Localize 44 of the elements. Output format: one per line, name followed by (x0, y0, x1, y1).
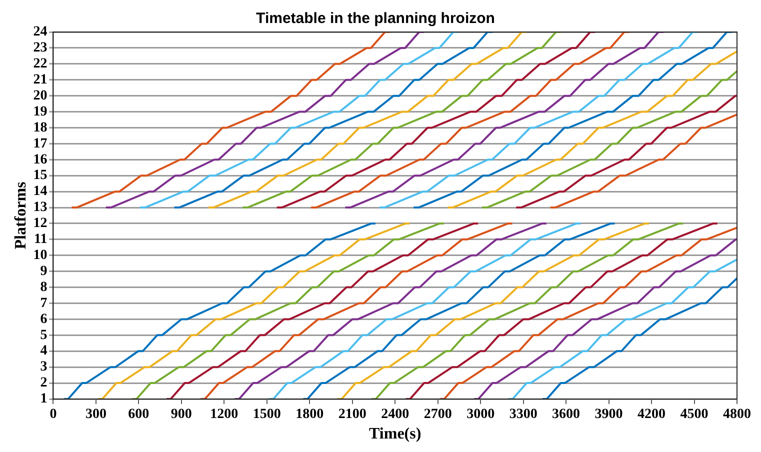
y-tick-label: 24 (33, 24, 48, 40)
x-tick-label: 3900 (594, 407, 623, 422)
y-tick-label: 9 (40, 264, 48, 279)
y-tick-label: 16 (33, 152, 48, 168)
y-tick-label: 12 (33, 216, 48, 232)
x-tick-label: 4800 (723, 407, 751, 422)
x-tick-label: 600 (128, 407, 150, 422)
y-tick-label: 3 (40, 360, 48, 375)
x-tick-label: 1800 (296, 407, 324, 422)
y-tick-label: 15 (33, 168, 48, 184)
y-tick-label: 20 (33, 88, 48, 104)
y-tick-label: 19 (33, 104, 48, 120)
y-tick-label: 18 (33, 120, 48, 136)
y-tick-label: 8 (40, 280, 48, 295)
y-tick-label: 22 (33, 56, 48, 72)
chart-title: Timetable in the planning hroizon (256, 10, 495, 28)
x-tick-label: 2700 (424, 407, 452, 422)
y-tick-label: 17 (33, 136, 48, 152)
y-tick-label: 10 (33, 248, 48, 263)
x-tick-label: 4200 (638, 407, 666, 422)
y-tick-label: 1 (40, 392, 48, 407)
y-tick-label: 21 (33, 72, 48, 88)
x-axis-title: Time(s) (369, 426, 422, 443)
x-tick-label: 3300 (509, 407, 538, 422)
y-tick-label: 14 (33, 184, 48, 200)
x-tick-label: 300 (85, 407, 106, 422)
x-tick-label: 3000 (466, 407, 495, 422)
x-tick-label: 900 (170, 407, 192, 422)
y-tick-label: 13 (33, 200, 48, 216)
y-tick-label: 2 (40, 376, 48, 391)
y-tick-label: 11 (34, 232, 48, 248)
y-axis-title: Platforms (12, 182, 30, 250)
x-tick-label: 1500 (252, 407, 281, 422)
x-tick-label: 2400 (381, 407, 410, 422)
y-tick-label: 6 (40, 312, 48, 327)
y-tick-label: 5 (40, 328, 48, 343)
x-tick-label: 3600 (552, 407, 580, 422)
x-tick-label: 0 (50, 407, 57, 422)
x-tick-label: 4500 (680, 407, 708, 422)
y-tick-label: 4 (40, 344, 48, 359)
y-tick-label: 7 (40, 296, 48, 311)
x-tick-label: 2100 (338, 407, 366, 422)
y-tick-label: 23 (33, 40, 48, 56)
x-tick-label: 1200 (210, 407, 238, 422)
